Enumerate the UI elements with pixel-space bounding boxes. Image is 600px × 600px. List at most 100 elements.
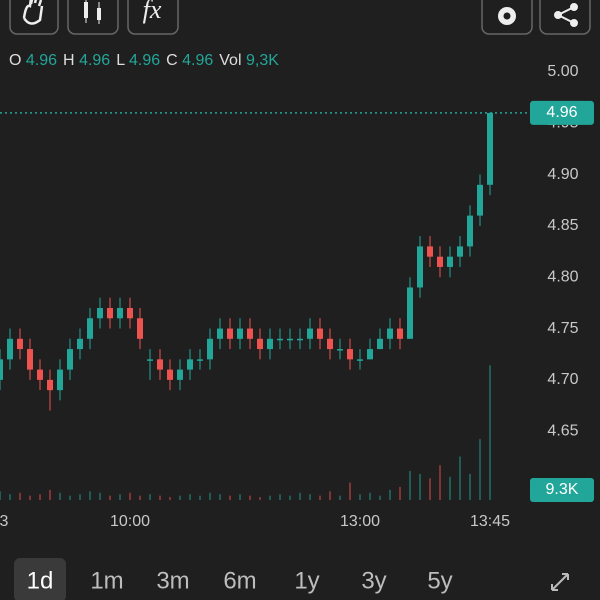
volume-bar [389, 489, 391, 500]
volume-bar [459, 456, 461, 500]
candle-body [367, 349, 373, 360]
candle-body [377, 338, 383, 350]
candle-body [297, 338, 303, 341]
volume-bar [79, 494, 81, 500]
volume-bar [39, 494, 41, 500]
volume-bar [129, 492, 131, 500]
volume-bar [279, 494, 281, 500]
volume-bar [359, 494, 361, 500]
candle-body [247, 328, 253, 339]
volume-bar [489, 365, 491, 500]
range-button[interactable]: 3y [361, 567, 386, 594]
range-button[interactable]: 3m [156, 567, 189, 594]
candle-body [167, 369, 173, 380]
volume-bar [149, 494, 151, 500]
share-icon [554, 3, 578, 27]
volume-bar [249, 495, 251, 500]
volume-bar [429, 478, 431, 500]
candle-body [107, 308, 113, 319]
candle-body [407, 287, 413, 339]
volume-bar [99, 492, 101, 500]
range-button[interactable]: 1d [27, 567, 54, 594]
value: 4.96 [128, 52, 161, 69]
candle-body [127, 308, 133, 319]
candle-body [467, 215, 473, 247]
label: H [63, 52, 75, 69]
candle-body [347, 349, 353, 360]
hand-button[interactable] [9, 0, 59, 35]
volume-bar [89, 491, 91, 500]
share-button[interactable] [539, 0, 591, 35]
volume-bar [299, 492, 301, 500]
settings-button[interactable] [481, 0, 533, 35]
volume-bar [29, 495, 31, 500]
label: Vol [219, 52, 242, 69]
value: 4.96 [25, 52, 58, 69]
volume-bar [219, 494, 221, 500]
candle-body [257, 338, 263, 350]
range-button[interactable]: 1y [294, 567, 319, 594]
volume-bar [19, 492, 21, 500]
y-tick-label: 4.80 [547, 268, 578, 285]
volume-bar [109, 495, 111, 500]
value: 4.96 [79, 52, 111, 69]
volume-bar [439, 465, 441, 500]
last-price-marker [530, 100, 594, 125]
label: C [166, 52, 178, 69]
volume-bar [479, 439, 481, 500]
volume-bar [159, 495, 161, 500]
candle-body [237, 328, 243, 339]
selected-range-bg [14, 558, 66, 600]
candle-body [437, 256, 443, 267]
candle-body [357, 359, 363, 361]
candle-body [47, 379, 53, 391]
volume-bar [179, 495, 181, 500]
volume-bar [469, 473, 471, 500]
indicator-button[interactable] [127, 0, 179, 35]
candle-button[interactable] [67, 0, 119, 35]
volume-bar [49, 489, 51, 500]
candle-body [477, 184, 483, 216]
range-button[interactable]: 6m [223, 567, 256, 594]
x-tick-label: 3 [0, 513, 9, 530]
candle-body [177, 369, 183, 380]
volume-bar [369, 492, 371, 500]
value: 4.96 [182, 52, 214, 69]
volume-bar [169, 497, 171, 500]
volume-bar [269, 495, 271, 500]
volume-bar [0, 491, 1, 500]
candle-body [67, 349, 73, 370]
candle-body [7, 338, 13, 360]
candle-body [147, 359, 153, 361]
volume-bar [119, 494, 121, 500]
volume-bar [319, 495, 321, 500]
y-tick-label: 4.85 [547, 217, 578, 234]
candle-body [277, 338, 283, 341]
volume-bar [239, 494, 241, 500]
candle-body [447, 256, 453, 267]
label: L [116, 52, 125, 69]
volume-label: 9.3K [546, 481, 579, 498]
candle-body [327, 338, 333, 350]
candle-body [117, 308, 123, 319]
expand-icon[interactable] [551, 573, 569, 591]
volume-bar [139, 495, 141, 500]
y-tick-label: 4.70 [547, 371, 578, 388]
candle-body [417, 246, 423, 288]
volume-bar [209, 492, 211, 500]
last-price-label: 4.96 [546, 104, 577, 121]
candle-body [317, 328, 323, 339]
fx-icon: fx [143, 0, 162, 24]
candle-body [427, 246, 433, 257]
value: 9,3K [245, 52, 279, 69]
y-tick-label: 5.00 [547, 63, 578, 80]
candle-body [197, 359, 203, 361]
candle-body [207, 338, 213, 360]
candle-body [397, 328, 403, 339]
range-button[interactable]: 5y [427, 567, 452, 594]
range-button[interactable]: 1m [90, 567, 123, 594]
y-tick-label: 4.75 [547, 320, 578, 337]
toolbar [9, 0, 591, 35]
